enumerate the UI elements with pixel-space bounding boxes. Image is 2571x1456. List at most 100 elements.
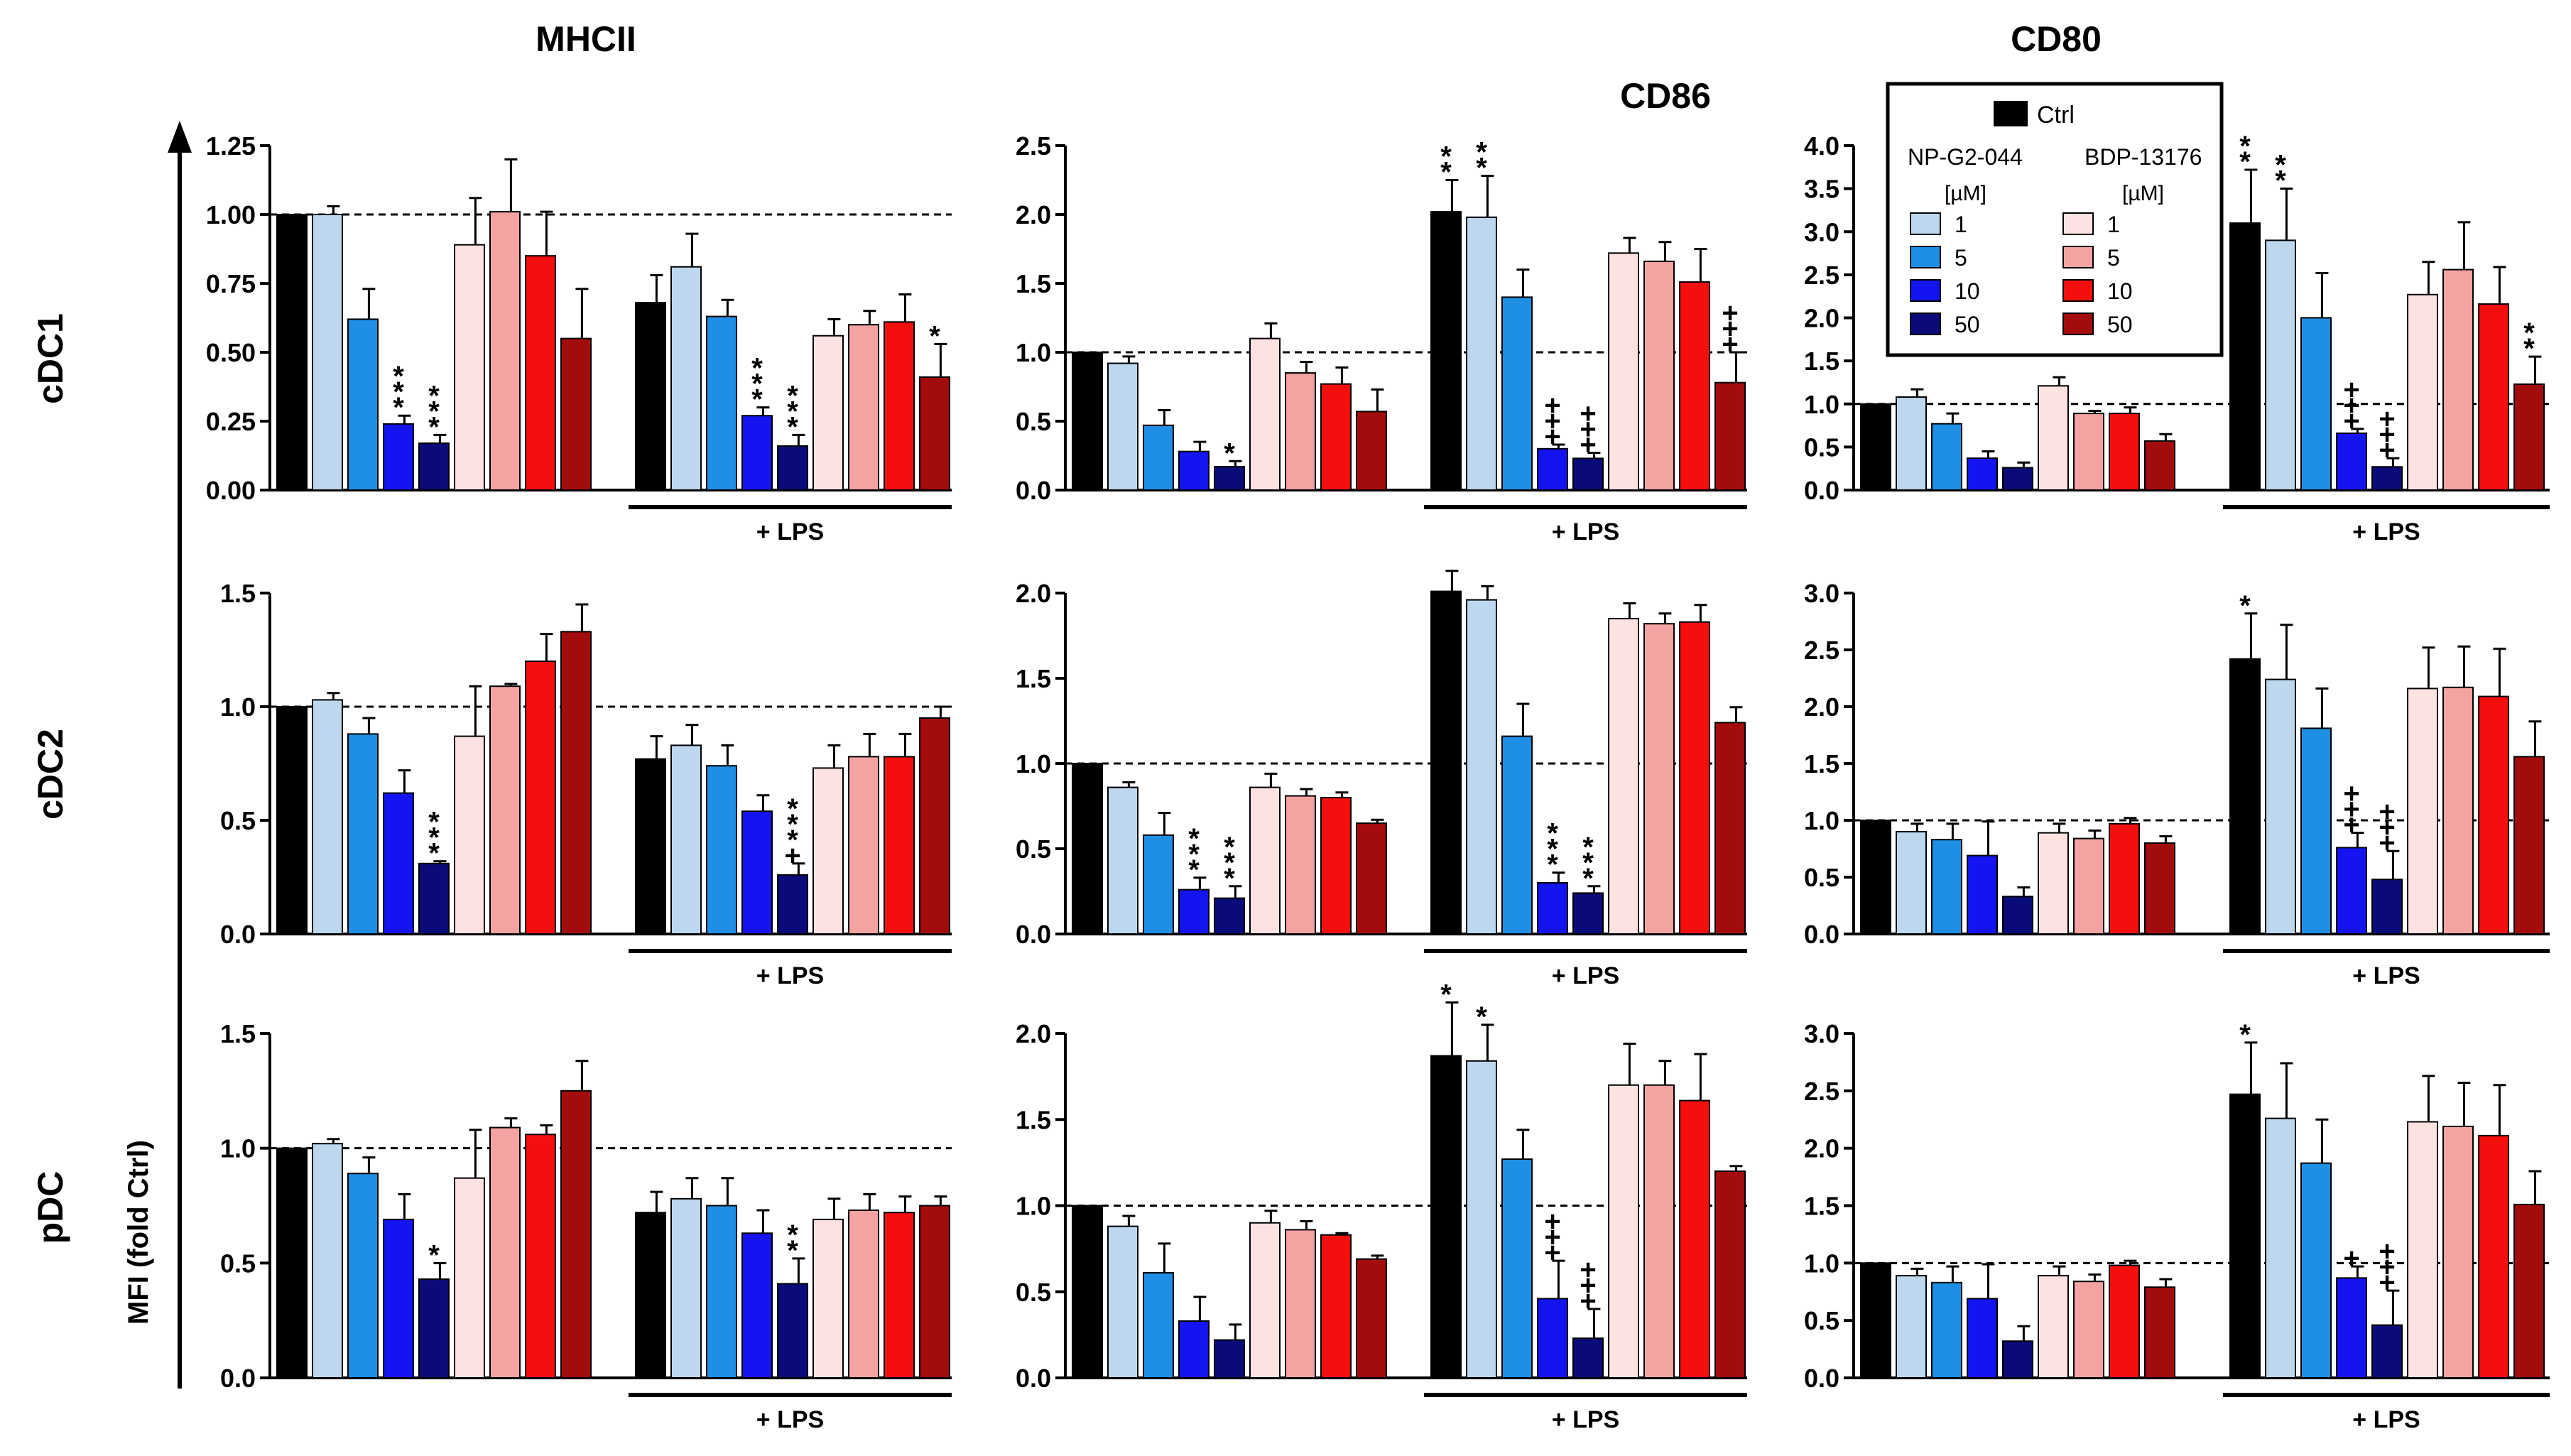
bar bbox=[347, 733, 379, 935]
bar bbox=[347, 318, 379, 491]
y-tick-label: 0.0 bbox=[1804, 920, 1839, 949]
row-title-cdc1: cDC1 bbox=[31, 313, 70, 404]
legend-label-np: 5 bbox=[1955, 245, 1967, 271]
bar bbox=[2109, 822, 2140, 935]
bar bbox=[777, 445, 808, 491]
significance-mark: * bbox=[1547, 818, 1558, 849]
bar bbox=[525, 661, 556, 935]
bar bbox=[919, 376, 950, 491]
bar bbox=[312, 1143, 343, 1379]
legend-label-bdp: 5 bbox=[2107, 245, 2120, 271]
bar bbox=[812, 767, 844, 935]
bar bbox=[525, 255, 556, 491]
bar bbox=[1572, 892, 1604, 935]
bar bbox=[706, 1205, 737, 1379]
bar bbox=[741, 810, 773, 935]
y-tick-label: 2.0 bbox=[1804, 304, 1839, 333]
bar bbox=[2002, 896, 2033, 935]
y-tick-label: 2.5 bbox=[1804, 636, 1839, 665]
bar bbox=[635, 758, 666, 935]
y-tick-label: 0.5 bbox=[1804, 1306, 1839, 1335]
bar bbox=[489, 211, 521, 491]
bar bbox=[276, 1147, 308, 1379]
bar bbox=[706, 315, 737, 491]
significance-mark: * bbox=[428, 411, 440, 442]
bar bbox=[1501, 1158, 1533, 1379]
y-tick-label: 1.5 bbox=[1804, 749, 1839, 778]
bar bbox=[2144, 1286, 2175, 1379]
significance-mark: * bbox=[2523, 333, 2535, 364]
y-tick-label: 1.0 bbox=[220, 1134, 256, 1163]
y-tick-label: 2.0 bbox=[1804, 692, 1839, 722]
legend-label-np: 50 bbox=[1955, 312, 1980, 337]
y-tick-label: 3.0 bbox=[1804, 1019, 1839, 1048]
legend-ctrl-label: Ctrl bbox=[2037, 102, 2075, 129]
significance-mark: * bbox=[1188, 839, 1200, 870]
significance-mark: + bbox=[1544, 390, 1560, 421]
bar bbox=[635, 302, 666, 491]
legend-ctrl-swatch bbox=[1994, 101, 2028, 126]
y-axis-arrow-head bbox=[168, 121, 192, 153]
bar bbox=[1107, 786, 1138, 935]
bar bbox=[635, 1212, 666, 1379]
significance-mark: + bbox=[2379, 419, 2395, 450]
bar bbox=[2513, 383, 2545, 491]
bar bbox=[525, 1134, 556, 1379]
bar bbox=[2265, 239, 2296, 491]
y-tick-label: 0.0 bbox=[1016, 476, 1051, 505]
legend-label-bdp: 10 bbox=[2107, 278, 2133, 304]
bar bbox=[2300, 727, 2332, 935]
y-tick-label: 0.0 bbox=[1016, 1364, 1051, 1393]
bar bbox=[418, 442, 450, 491]
significance-mark: * bbox=[2523, 317, 2535, 349]
bar bbox=[2407, 688, 2438, 935]
bar bbox=[1214, 1339, 1245, 1379]
y-tick-label: 1.0 bbox=[1804, 1249, 1839, 1278]
significance-mark: * bbox=[751, 353, 763, 384]
bar bbox=[2109, 413, 2140, 491]
y-tick-label: 1.5 bbox=[220, 1019, 256, 1048]
bar bbox=[1430, 1055, 1462, 1379]
bar bbox=[1285, 1229, 1316, 1379]
bar bbox=[2002, 1340, 2033, 1379]
bar bbox=[1178, 889, 1210, 935]
y-tick-label: 0.5 bbox=[220, 806, 256, 835]
y-tick-label: 1.5 bbox=[1804, 1192, 1839, 1221]
bar bbox=[2073, 413, 2104, 491]
significance-mark: + bbox=[2379, 1267, 2395, 1298]
bar bbox=[1931, 423, 1962, 491]
bar bbox=[2478, 1134, 2509, 1379]
significance-mark: + bbox=[1580, 1286, 1596, 1317]
significance-mark: + bbox=[1580, 1270, 1596, 1301]
bar bbox=[2371, 1324, 2403, 1379]
y-tick-label: 1.5 bbox=[1804, 347, 1839, 376]
bar bbox=[1143, 834, 1174, 935]
y-tick-label: 2.5 bbox=[1016, 131, 1051, 161]
significance-mark: + bbox=[2343, 406, 2359, 437]
significance-mark: + bbox=[2379, 1251, 2395, 1283]
legend-label-bdp: 50 bbox=[2107, 312, 2133, 337]
lps-label: + LPS bbox=[2352, 1406, 2420, 1433]
significance-mark: * bbox=[428, 380, 440, 411]
y-tick-label: 1.0 bbox=[1804, 390, 1839, 419]
panel-cdc1-cd86: 0.00.51.01.52.02.5*****++++++++++ LPS bbox=[1016, 131, 1747, 545]
y-tick-label: 2.0 bbox=[1804, 1134, 1839, 1163]
significance-mark: + bbox=[1580, 1254, 1596, 1286]
significance-mark: + bbox=[2379, 827, 2395, 859]
bar bbox=[1466, 1060, 1497, 1379]
y-tick-label: 0.5 bbox=[1804, 863, 1839, 892]
y-tick-label: 1.5 bbox=[220, 579, 256, 608]
significance-mark: * bbox=[1440, 141, 1452, 173]
bar bbox=[2229, 1093, 2261, 1379]
significance-mark: + bbox=[1544, 1206, 1560, 1237]
bar bbox=[1896, 396, 1927, 491]
significance-mark: + bbox=[1722, 313, 1738, 344]
column-title-mhcii: MHCII bbox=[536, 19, 636, 59]
bar bbox=[1072, 352, 1103, 491]
significance-mark: * bbox=[1224, 832, 1235, 863]
legend-swatch-bdp bbox=[2062, 212, 2094, 235]
bar bbox=[1356, 411, 1387, 491]
bar bbox=[2265, 678, 2296, 935]
bar bbox=[383, 423, 414, 491]
